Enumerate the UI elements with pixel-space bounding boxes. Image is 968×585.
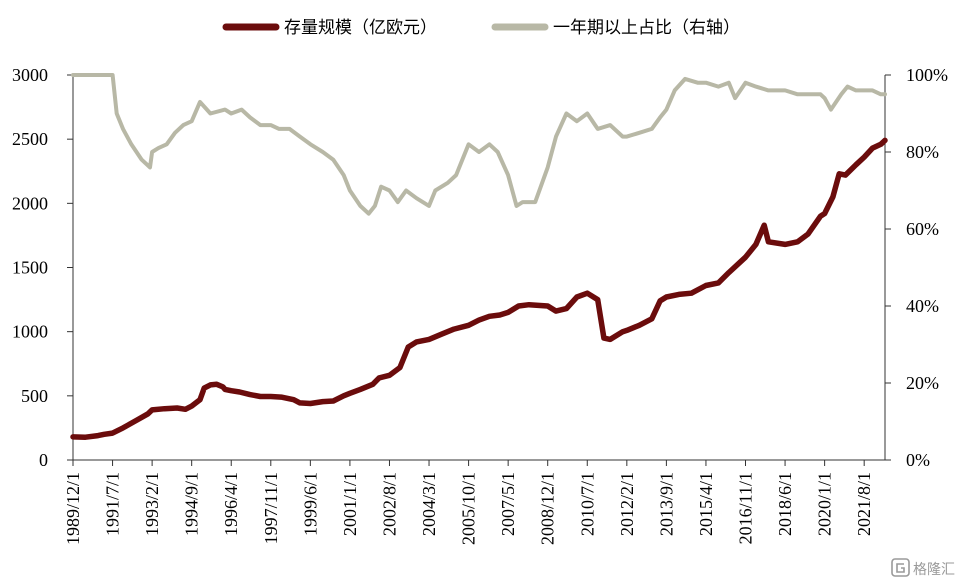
x-tick-label: 2008/12/1 <box>538 472 558 545</box>
legend: 存量规模（亿欧元） 一年期以上占比（右轴） <box>222 18 740 38</box>
x-tick-label: 2001/1/1 <box>340 472 360 536</box>
x-tick-label: 1994/9/1 <box>182 472 202 536</box>
series-layer <box>70 73 888 440</box>
x-tick-label: 2010/7/1 <box>577 472 597 536</box>
y-right-tick-label: 0% <box>906 450 930 470</box>
x-tick-label: 2012/2/1 <box>617 472 637 536</box>
y-right-tick-label: 100% <box>906 65 948 85</box>
x-tick-label: 2013/9/1 <box>656 472 676 536</box>
y-right-tick-label: 80% <box>906 142 939 162</box>
x-tick-label: 2005/10/1 <box>459 472 479 545</box>
x-tick-label: 2007/5/1 <box>498 472 518 536</box>
legend-item-long-term-share: 一年期以上占比（右轴） <box>491 18 740 38</box>
y-left-tick-label: 2000 <box>12 193 48 213</box>
x-tick-label: 1996/4/1 <box>221 472 241 536</box>
x-tick-label: 1989/12/1 <box>63 472 83 545</box>
x-tick-label: 2002/8/1 <box>379 472 399 536</box>
y-right-tick-label: 60% <box>906 219 939 239</box>
x-tick-label: 2016/11/1 <box>736 472 756 544</box>
gelonghui-logo-mark <box>896 563 905 573</box>
y-left-tick-label: 1000 <box>12 322 48 342</box>
y-left-tick-label: 2500 <box>12 129 48 149</box>
y-right-tick-label: 20% <box>906 373 939 393</box>
watermark-text: 格隆汇 <box>913 562 955 578</box>
watermark: 格隆汇 <box>891 558 955 578</box>
legend-label-long-term-share: 一年期以上占比（右轴） <box>553 18 740 38</box>
series-line-stock <box>70 137 888 440</box>
x-tick-label: 2015/4/1 <box>696 472 716 536</box>
x-tick-label: 1997/11/1 <box>261 472 281 544</box>
y-left-tick-label: 3000 <box>12 65 48 85</box>
x-tick-label: 2021/8/1 <box>854 472 874 536</box>
x-tick-label: 1993/2/1 <box>142 472 162 536</box>
x-tick-label: 2018/6/1 <box>775 472 795 536</box>
x-tick-label: 1991/7/1 <box>103 472 123 536</box>
series-line-long-term-share <box>71 73 887 216</box>
axes: 0 500 1000 1500 2000 2500 3000 0% 20% 40% 60% 80% 10… <box>12 65 948 545</box>
x-tick-label: 2004/3/1 <box>419 472 439 536</box>
y-left-tick-label: 500 <box>21 386 48 406</box>
y-right-tick-label: 40% <box>906 296 939 316</box>
y-left-tick-label: 1500 <box>12 258 48 278</box>
x-tick-label: 2020/1/1 <box>815 472 835 536</box>
legend-item-stock: 存量规模（亿欧元） <box>222 18 437 38</box>
legend-label-stock: 存量规模（亿欧元） <box>284 18 437 38</box>
gelonghui-logo-icon <box>891 558 910 577</box>
y-left-tick-label: 0 <box>39 450 48 470</box>
x-tick-label: 1999/6/1 <box>300 472 320 536</box>
